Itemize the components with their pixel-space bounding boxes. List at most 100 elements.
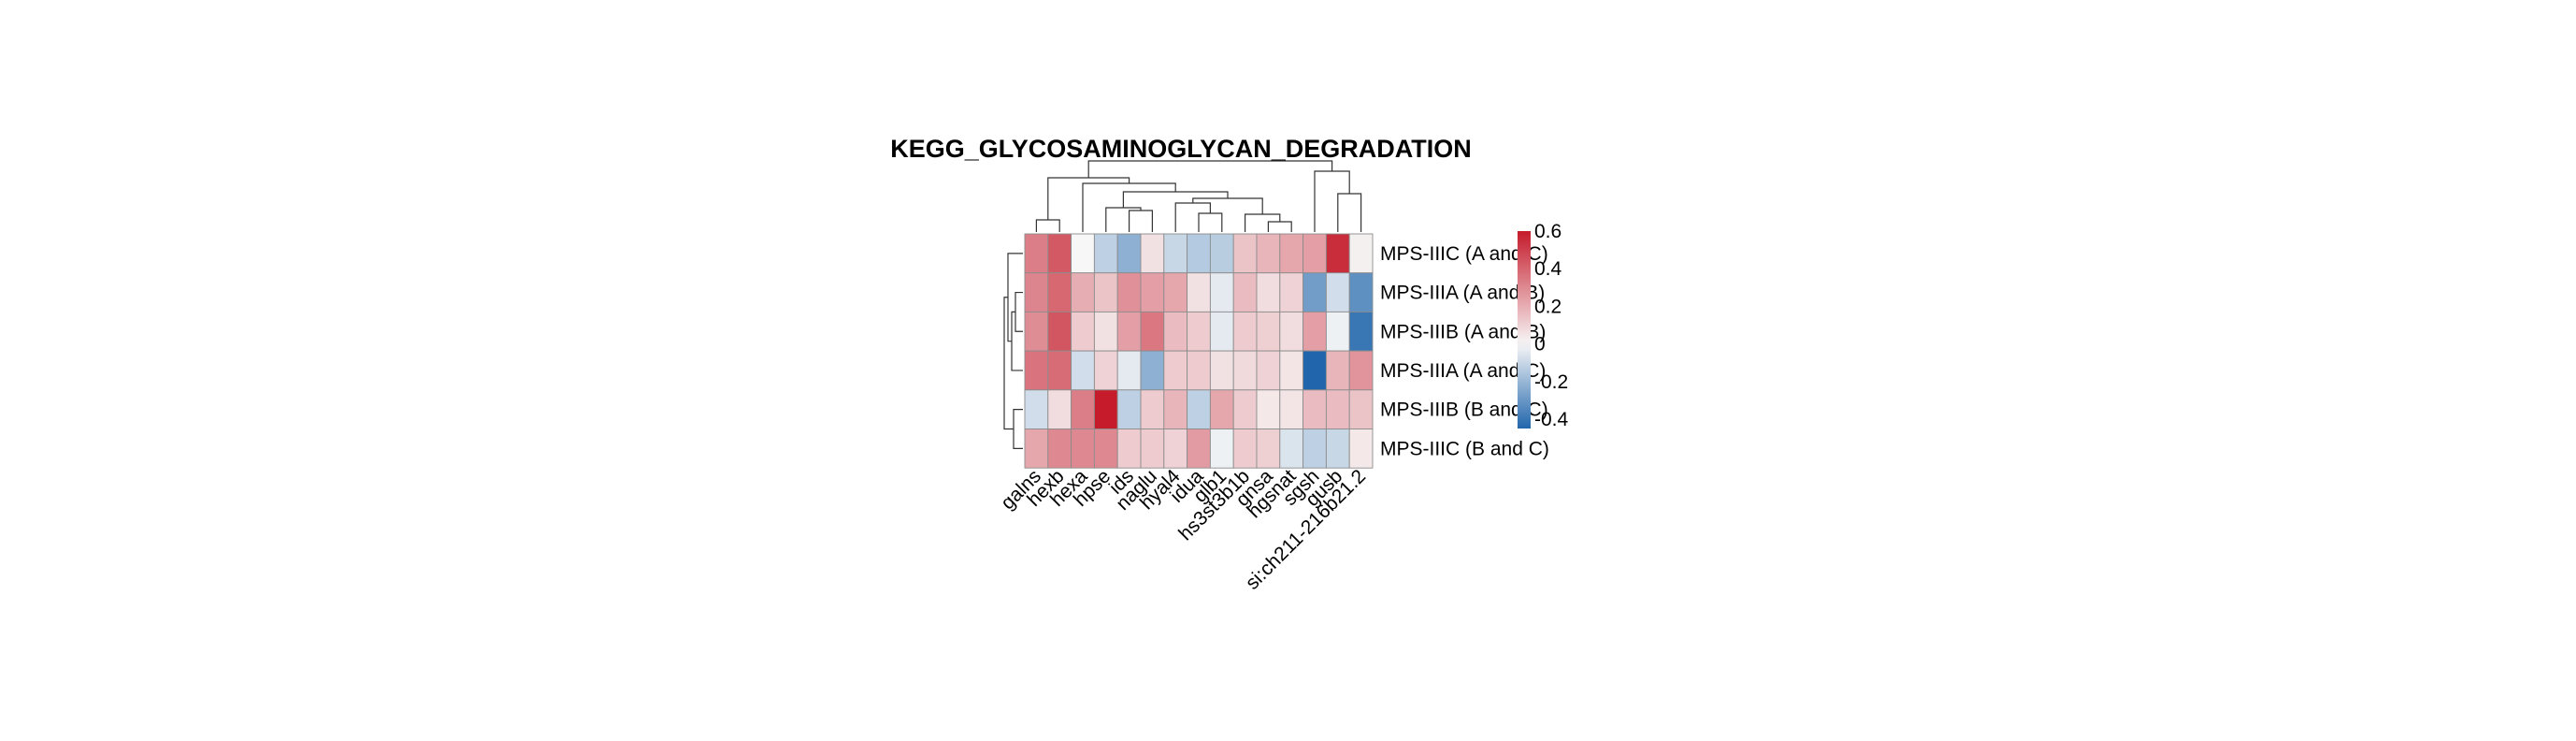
heatmap-cell [1116, 311, 1142, 352]
heatmap-cell [1140, 350, 1165, 391]
heatmap-cell [1047, 272, 1072, 312]
heatmap-cell [1209, 429, 1234, 469]
column-dendrogram-branch [1245, 213, 1281, 232]
row-label: MPS-IIIB (B and C) [1380, 400, 1548, 421]
heatmap-cell [1163, 429, 1188, 469]
heatmap-cell [1047, 233, 1072, 274]
heatmap-cell [1325, 350, 1350, 391]
heatmap-cell [1348, 272, 1374, 312]
column-dendrogram-branch [1174, 202, 1211, 232]
column-dendrogram-branch [1267, 221, 1292, 232]
row-dendrogram-branch [1015, 291, 1023, 332]
color-legend-bar [1518, 231, 1531, 429]
legend-tick-label: 0.6 [1534, 221, 1561, 242]
heatmap-cell [1325, 272, 1350, 312]
row-dendrogram-branch [1013, 409, 1023, 449]
heatmap-cell [1256, 311, 1281, 352]
heatmap-cell [1279, 272, 1304, 312]
heatmap-cell [1093, 389, 1118, 429]
heatmap-cell [1024, 429, 1049, 469]
legend-tick-label: 0.2 [1534, 296, 1561, 317]
column-dendrogram-branch [1314, 170, 1350, 232]
heatmap-cell [1187, 311, 1211, 352]
heatmap-cell [1071, 311, 1095, 352]
legend-tick-label: -0.2 [1534, 371, 1568, 393]
heatmap-cell [1209, 350, 1234, 391]
heatmap-cell [1256, 233, 1281, 274]
heatmap-cell [1163, 311, 1188, 352]
heatmap-cell [1232, 350, 1258, 391]
heatmap-cell [1279, 233, 1304, 274]
heatmap-cell [1116, 272, 1142, 312]
heatmap-cell [1140, 389, 1165, 429]
heatmap-cell [1232, 233, 1258, 274]
row-dendrogram-branch [1011, 311, 1023, 371]
heatmap-cell [1163, 350, 1188, 391]
heatmap-cell [1302, 350, 1327, 391]
heatmap-cell [1024, 272, 1049, 312]
heatmap-cell [1163, 389, 1188, 429]
heatmap-cell [1302, 311, 1327, 352]
heatmap-cell [1093, 429, 1118, 469]
heatmap-cell [1093, 272, 1118, 312]
heatmap-cell [1116, 233, 1142, 274]
heatmap-cell [1302, 429, 1327, 469]
row-dendrogram-branch [1003, 297, 1014, 430]
heatmap-cell [1209, 311, 1234, 352]
heatmap-cell [1071, 429, 1095, 469]
heatmap-cell [1093, 350, 1118, 391]
heatmap-cell [1348, 311, 1374, 352]
heatmap-cell [1325, 233, 1350, 274]
heatmap-cell [1047, 389, 1072, 429]
heatmap-cell [1232, 311, 1258, 352]
column-dendrogram-branch [1087, 160, 1333, 178]
chart-title: KEGG_GLYCOSAMINOGLYCAN_DEGRADATION [890, 135, 1472, 163]
heatmap-cell [1279, 350, 1304, 391]
heatmap-cell [1093, 311, 1118, 352]
heatmap-cell [1279, 389, 1304, 429]
heatmap-cell [1348, 233, 1374, 274]
heatmap-cell [1187, 233, 1211, 274]
heatmap-cell [1140, 233, 1165, 274]
heatmap-cell [1232, 272, 1258, 312]
row-label: MPS-IIIC (A and C) [1380, 243, 1548, 265]
column-dendrogram-branch [1035, 219, 1060, 232]
heatmap-cell [1047, 350, 1072, 391]
column-dendrogram-branch [1129, 210, 1153, 232]
heatmap-cell [1256, 350, 1281, 391]
heatmap-cell [1024, 389, 1049, 429]
heatmap-cell [1209, 233, 1234, 274]
row-label: MPS-IIIA (A and C) [1380, 360, 1546, 382]
column-dendrogram-branch [1198, 212, 1223, 232]
heatmap-cell [1071, 389, 1095, 429]
heatmap-cell [1140, 429, 1165, 469]
heatmap-cell [1071, 233, 1095, 274]
heatmap-cell [1163, 272, 1188, 312]
legend-tick-label: 0 [1534, 334, 1546, 356]
heatmap-cell [1116, 350, 1142, 391]
heatmap-cell [1071, 350, 1095, 391]
row-labels: MPS-IIIC (A and C) MPS-IIIA (A and B) MPS-… [1380, 243, 1549, 460]
heatmap-cell [1209, 389, 1234, 429]
heatmap-cell [1116, 389, 1142, 429]
column-dendrogram-branch [1337, 193, 1362, 232]
heatmap-cell [1325, 311, 1350, 352]
heatmap-cell [1256, 429, 1281, 469]
heatmap-cell [1047, 429, 1072, 469]
heatmap-cell [1140, 272, 1165, 312]
heatmap-cell [1279, 429, 1304, 469]
heatmap-cells [1024, 233, 1374, 469]
heatmap-cell [1024, 350, 1049, 391]
legend-tick-label: 0.4 [1534, 258, 1562, 280]
heatmap-cell [1047, 311, 1072, 352]
heatmap-cell [1302, 389, 1327, 429]
heatmap-cell [1302, 233, 1327, 274]
color-legend: 0.6 0.4 0.2 0 -0.2 -0.4 [1518, 221, 1569, 430]
heatmap-cell [1024, 233, 1049, 274]
heatmap-cell [1093, 233, 1118, 274]
heatmap-cell [1256, 389, 1281, 429]
row-label: MPS-IIIA (A and B) [1380, 283, 1545, 304]
heatmap-cell [1302, 272, 1327, 312]
heatmap-cell [1187, 389, 1211, 429]
